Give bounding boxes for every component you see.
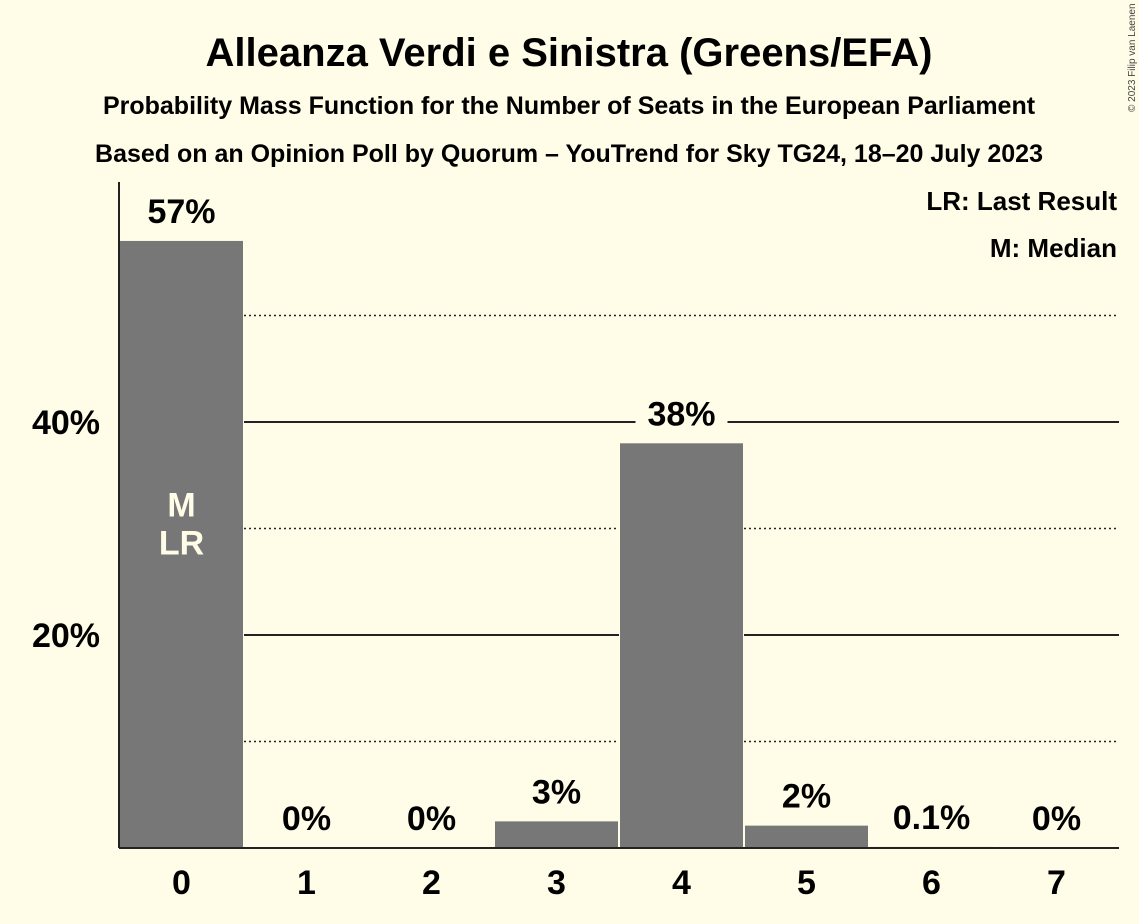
bars	[119, 240, 994, 848]
data-label-bg	[510, 771, 603, 812]
x-tick-label: 7	[1047, 864, 1066, 902]
x-tick-labels: 0 1 2 3 4 5 6 7	[172, 864, 1066, 902]
bar-marker-label: M	[167, 486, 195, 524]
x-tick-label: 1	[297, 864, 316, 902]
y-tick-labels: 20% 40%	[14, 396, 106, 655]
y-tick-bg	[14, 609, 106, 649]
data-label: 2%	[782, 778, 831, 816]
chart-title: Alleanza Verdi e Sinistra (Greens/EFA)	[206, 31, 933, 75]
bar-marker-label: LR	[159, 524, 204, 562]
data-label: 3%	[532, 773, 581, 811]
bar	[120, 240, 243, 848]
data-label: 0%	[1032, 800, 1081, 838]
data-label-bg	[385, 798, 478, 838]
x-tick-label: 6	[922, 864, 941, 902]
data-label: 57%	[147, 193, 215, 231]
chart-subtitle-source: Based on an Opinion Poll by Quorum – You…	[95, 140, 1043, 168]
legend: LR: Last Result M: Median	[926, 186, 1117, 263]
data-label-bg	[260, 798, 353, 838]
data-label: 0%	[407, 800, 456, 838]
data-label: 0%	[282, 800, 331, 838]
data-label-bg	[135, 190, 228, 231]
y-tick-bg	[14, 396, 106, 436]
bar	[495, 821, 618, 848]
legend-median: M: Median	[990, 233, 1117, 263]
bar	[745, 825, 868, 848]
x-tick-label: 4	[672, 864, 691, 902]
data-label-bg	[760, 775, 853, 816]
data-labels: 57% 0% 0% 3% 38% 2% 0.1% 0% MLR	[135, 190, 1103, 838]
data-label-bg	[635, 393, 728, 434]
bar	[620, 443, 743, 848]
x-tick-label: 3	[547, 864, 566, 902]
x-tick-label: 5	[797, 864, 816, 902]
data-label-bg	[885, 796, 978, 837]
y-tick-label: 20%	[32, 617, 100, 655]
chart-subtitle: Probability Mass Function for the Number…	[103, 92, 1036, 120]
copyright-text: © 2023 Filip van Laenen	[1127, 3, 1138, 112]
x-tick-label: 2	[422, 864, 441, 902]
data-label: 0.1%	[893, 799, 971, 837]
x-tick-label: 0	[172, 864, 191, 902]
y-tick-label: 40%	[32, 404, 100, 442]
legend-last-result: LR: Last Result	[926, 186, 1117, 216]
data-label: 38%	[647, 395, 715, 433]
data-label-bg	[1010, 798, 1103, 838]
